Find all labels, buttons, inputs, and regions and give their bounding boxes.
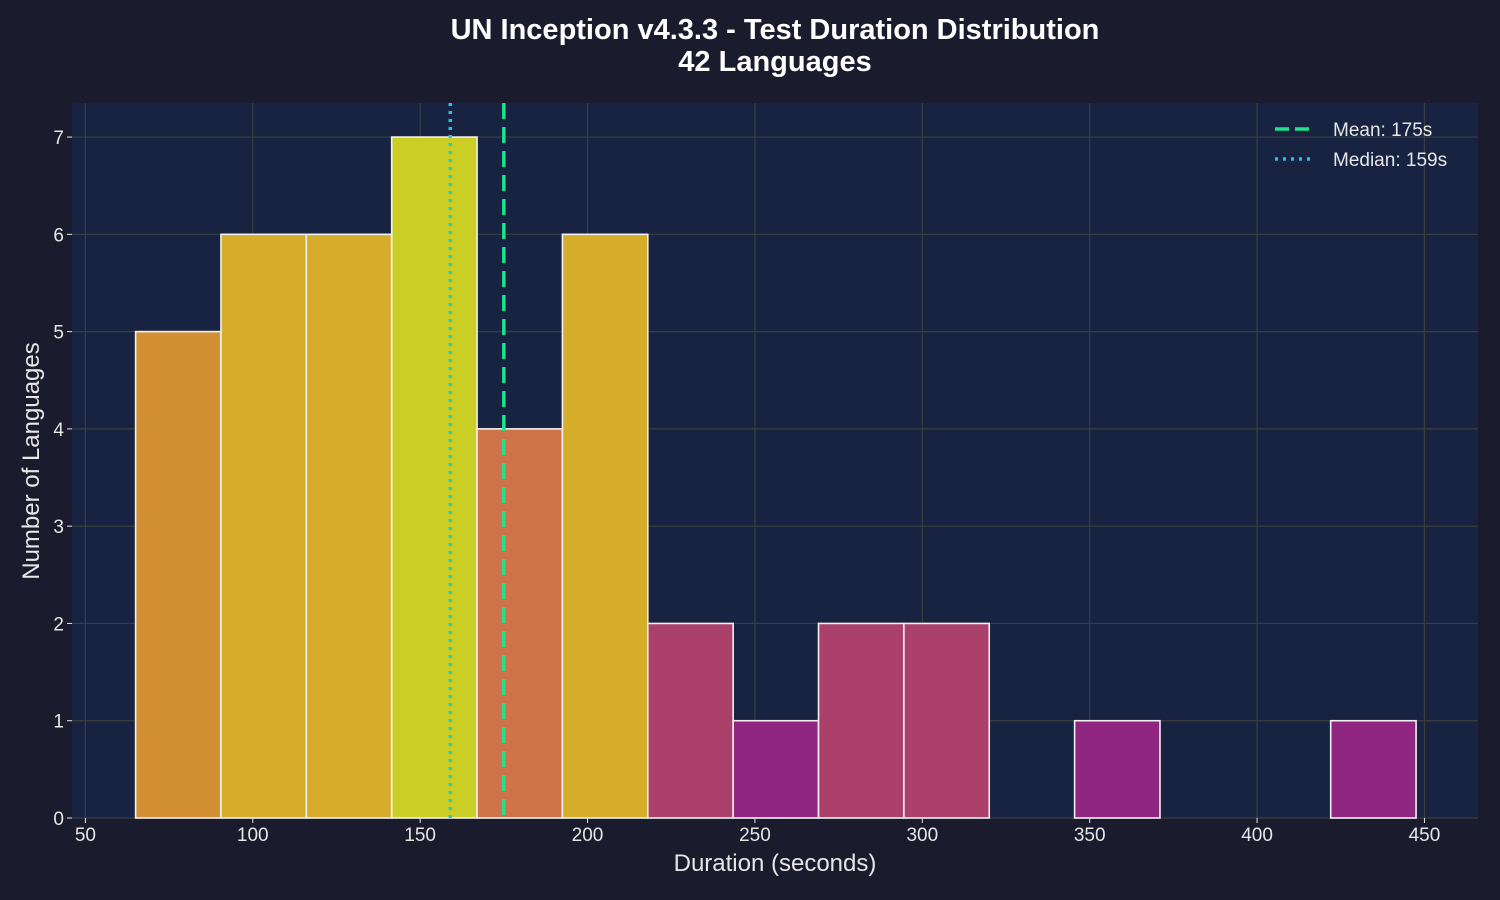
- x-axis-ticks: 50 100 150 200 250 300 350 400 450: [75, 818, 1440, 846]
- histogram-bar: [903, 622, 991, 819]
- x-tick-label: 300: [906, 825, 938, 846]
- y-tick-label: 1: [53, 712, 64, 733]
- histogram-bar: [1329, 719, 1417, 819]
- y-tick-label: 4: [53, 420, 64, 441]
- histogram-bar: [476, 428, 564, 819]
- legend: Mean: 175s Median: 159s: [1275, 120, 1447, 171]
- x-tick-label: 400: [1241, 825, 1273, 846]
- y-tick-label: 3: [53, 517, 64, 538]
- x-tick-label: 100: [237, 825, 269, 846]
- histogram-bar: [561, 233, 649, 819]
- histogram-bar: [817, 622, 905, 819]
- chart-title: UN Inception v4.3.3 - Test Duration Dist…: [451, 14, 1100, 46]
- legend-label: Median: 159s: [1333, 150, 1447, 171]
- histogram-bar: [732, 719, 820, 819]
- x-tick-label: 150: [404, 825, 436, 846]
- x-tick-label: 350: [1074, 825, 1106, 846]
- x-axis-label: Duration (seconds): [674, 850, 877, 877]
- histogram-bars: [134, 136, 1417, 819]
- y-axis-label: Number of Languages: [18, 342, 45, 580]
- legend-label: Mean: 175s: [1333, 120, 1432, 141]
- y-tick-label: 7: [53, 128, 64, 149]
- y-tick-label: 6: [53, 225, 64, 246]
- histogram-bar: [646, 622, 734, 819]
- histogram-bar: [390, 136, 478, 819]
- histogram-bar: [220, 233, 308, 819]
- histogram-bar: [134, 330, 222, 819]
- y-tick-label: 5: [53, 323, 64, 344]
- y-tick-label: 2: [53, 614, 64, 635]
- x-tick-label: 450: [1409, 825, 1441, 846]
- x-tick-label: 200: [572, 825, 604, 846]
- histogram-bar: [305, 233, 393, 819]
- histogram-bar: [1073, 719, 1161, 819]
- x-tick-label: 50: [75, 825, 96, 846]
- chart-subtitle: 42 Languages: [678, 46, 871, 78]
- y-tick-label: 0: [53, 809, 64, 830]
- y-axis-ticks: 0 1 2 3 4 5 6 7: [53, 128, 72, 830]
- x-tick-label: 250: [739, 825, 771, 846]
